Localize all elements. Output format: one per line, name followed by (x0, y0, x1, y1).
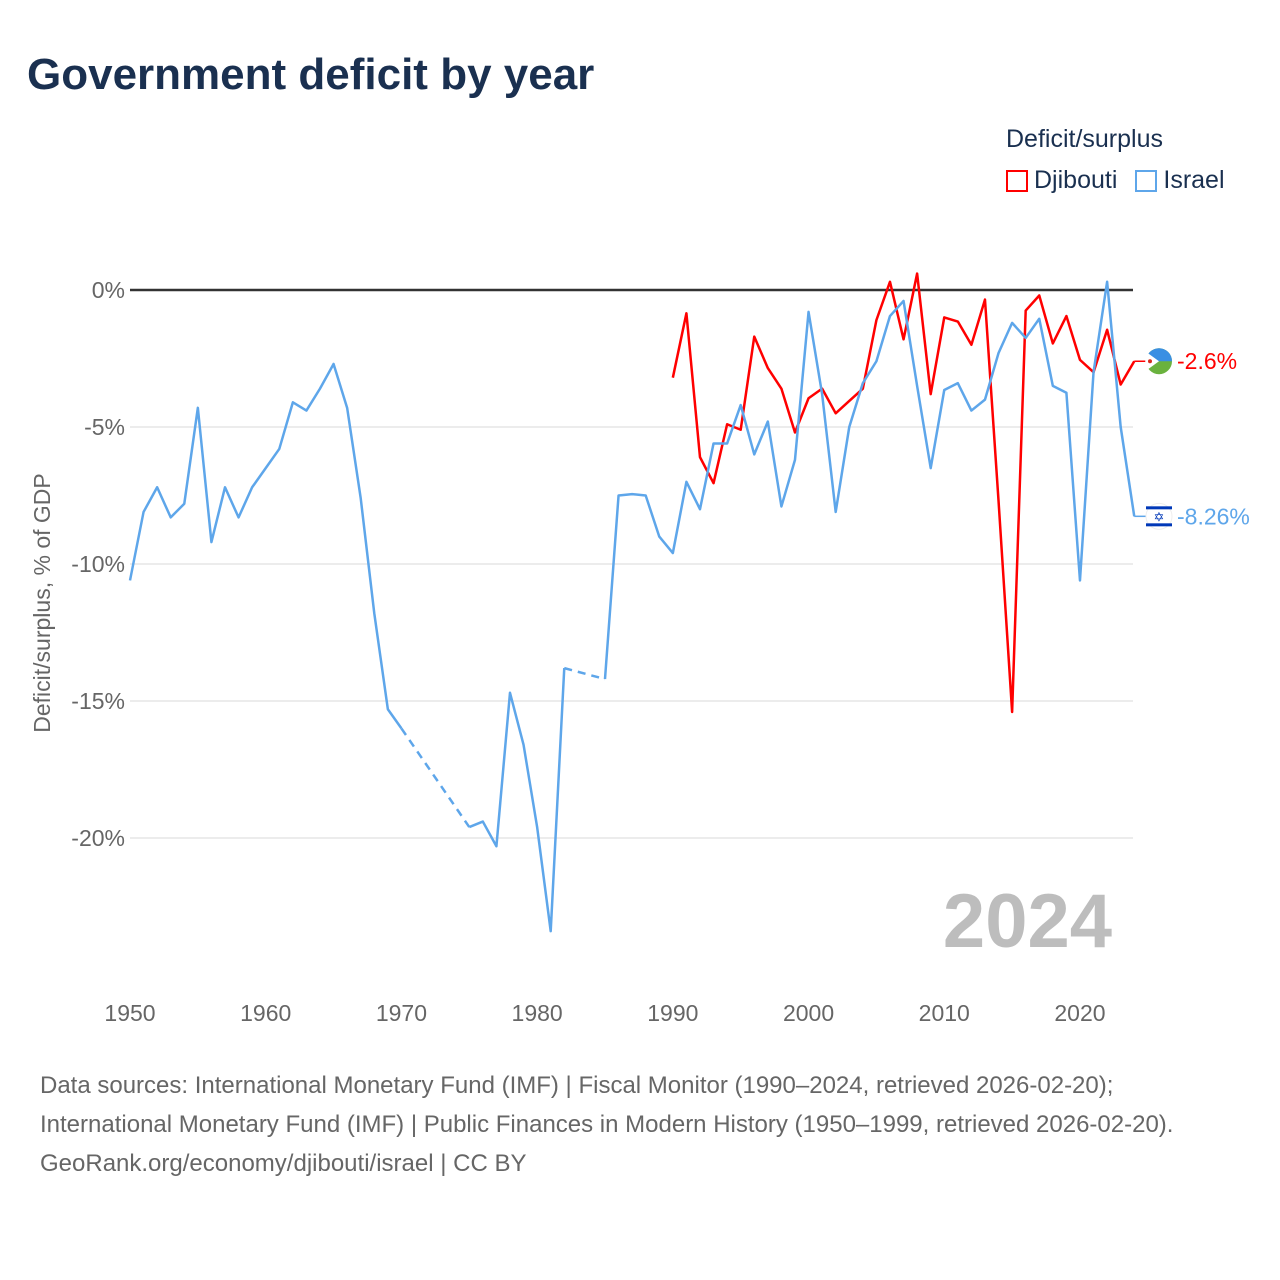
data-sources: Data sources: International Monetary Fun… (40, 1072, 1174, 1138)
israel-flag-icon: ✡ (1145, 502, 1173, 530)
legend-label: Djibouti (1034, 166, 1118, 194)
chart-title: Government deficit by year (27, 50, 595, 99)
end-value-label: -2.6% (1177, 348, 1237, 374)
legend-item-djibouti[interactable]: Djibouti (1006, 166, 1117, 195)
legend: Djibouti Israel (1006, 166, 1225, 195)
series-gap-dashed-israel (400, 727, 471, 828)
x-tick-label: 2000 (783, 1000, 834, 1026)
x-tick-label: 1960 (240, 1000, 291, 1026)
y-tick-label: -20% (71, 825, 125, 851)
flag-bg (1145, 502, 1173, 530)
y-axis-label: Deficit/surplus, % of GDP (29, 473, 55, 732)
x-tick-label: 1990 (647, 1000, 698, 1026)
footer: Data sources: International Monetary Fun… (40, 1066, 1240, 1183)
line-chart: 0% -5% -10% -15% -20% 1950 1960 1970 1980 1990 200… (29, 272, 1250, 1026)
series-line-djibouti (671, 272, 1136, 714)
legend-item-israel[interactable]: Israel (1135, 166, 1225, 195)
flag-star (1148, 359, 1152, 364)
x-tick-label: 1980 (512, 1000, 563, 1026)
legend-swatch-djibouti (1006, 169, 1028, 192)
y-tick-label: -5% (84, 414, 125, 440)
credit-link[interactable]: GeoRank.org/economy/djibouti/israel | CC… (40, 1150, 527, 1177)
djibouti-flag-icon (1145, 348, 1172, 375)
x-tick-label: 2020 (1054, 1000, 1105, 1026)
series-line-israel (128, 362, 403, 730)
year-watermark: 2024 (942, 879, 1112, 964)
x-tick-label: 1970 (376, 1000, 427, 1026)
y-tick-label: -15% (71, 688, 125, 714)
series-line-israel (603, 280, 1136, 680)
y-tick-label: -10% (71, 551, 125, 577)
x-tick-label: 1950 (104, 1000, 155, 1026)
flag-stripe (1146, 523, 1172, 527)
legend-swatch-israel (1135, 169, 1158, 192)
flag-stripe (1146, 506, 1172, 510)
series-gap-dashed-israel (563, 666, 606, 681)
y-tick-label: 0% (92, 277, 125, 303)
flag-triangle (1145, 353, 1159, 370)
flag-star: ✡ (1154, 509, 1165, 524)
end-value-label: -8.26% (1177, 503, 1250, 529)
legend-title: Deficit/surplus (1006, 125, 1163, 153)
x-tick-label: 2010 (919, 1000, 970, 1026)
series-line-israel (468, 668, 566, 933)
legend-label: Israel (1163, 166, 1225, 194)
